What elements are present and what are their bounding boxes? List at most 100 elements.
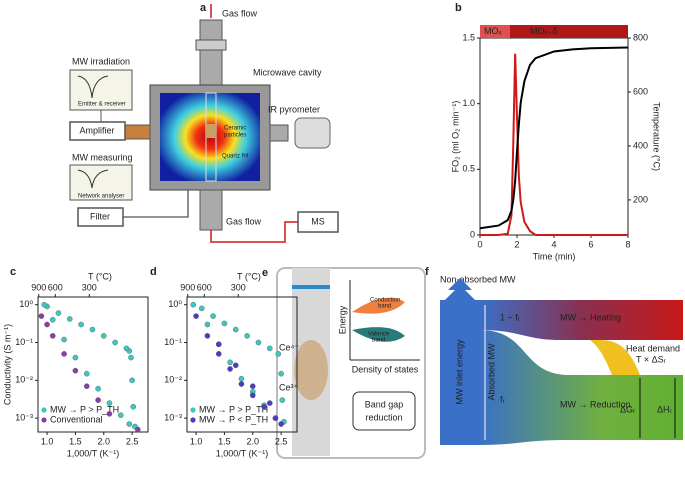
flow-heating [480, 300, 683, 340]
y-tick-label: 10⁻¹ [164, 337, 182, 347]
port [269, 124, 289, 142]
point [278, 421, 284, 427]
point [232, 326, 239, 333]
series-line [479, 46, 629, 230]
point [112, 339, 118, 346]
point [198, 305, 205, 312]
point [238, 375, 245, 382]
label: Heat demand [626, 343, 680, 353]
point [78, 321, 84, 328]
point [215, 351, 222, 357]
box [297, 211, 339, 233]
label: band [372, 338, 385, 344]
sample [294, 340, 328, 400]
legend-marker [41, 417, 47, 423]
point [126, 421, 133, 427]
label: Density of states [352, 364, 419, 374]
point [95, 385, 101, 392]
x2-axis-label: T (°C) [237, 271, 261, 281]
point [210, 313, 216, 319]
y-tick-label: 10⁰ [19, 299, 33, 309]
fitting [195, 39, 227, 51]
point [38, 313, 45, 319]
point [193, 313, 199, 319]
y2-axis-label: Temperature (°C) [652, 102, 662, 171]
point [221, 320, 228, 327]
header-cell [510, 25, 628, 38]
y-axis-label: Conductivity (S m⁻¹) [2, 324, 12, 405]
point [244, 333, 250, 339]
point [227, 359, 233, 366]
point [83, 383, 90, 389]
point [61, 336, 67, 343]
label: Microwave cavity [253, 67, 322, 77]
point [278, 370, 284, 377]
panel-e: e Ce⁴⁺ Ce³⁺ Energy Conduction band Valen… [262, 267, 426, 459]
label: reduction [365, 412, 402, 422]
point [61, 351, 67, 357]
plot-frame [37, 296, 149, 433]
label: Non-absorbed MW [440, 274, 516, 284]
y2-tick-label: 200 [633, 194, 648, 204]
header-cell [480, 25, 510, 38]
point [204, 333, 211, 339]
point [106, 411, 113, 417]
x-tick-label: 0 [477, 239, 482, 249]
x-tick-label: 1.5 [69, 436, 82, 446]
trace [77, 75, 109, 99]
point [49, 316, 56, 323]
y-tick-label: 10⁻¹ [15, 337, 33, 347]
x-tick-label: 2.0 [247, 436, 260, 446]
legend-marker [190, 407, 196, 413]
x-axis-label: 1,000/T (K⁻¹) [216, 448, 269, 458]
label: T × ΔSᵣ [636, 354, 666, 364]
flow-heat-demand [590, 340, 640, 375]
label: Filter [90, 211, 110, 221]
trace [77, 169, 109, 189]
y-tick-label: 1.0 [462, 98, 475, 108]
x-tick-label: 8 [625, 239, 630, 249]
x-tick-label: 1.5 [218, 436, 231, 446]
label: MW → Reduction [560, 399, 631, 409]
y-tick-label: 10⁻² [164, 375, 182, 385]
box [352, 391, 416, 431]
point [238, 381, 245, 387]
point [134, 426, 141, 433]
x-axis-label: Time (min) [533, 251, 576, 261]
waveguide [124, 124, 151, 140]
point [266, 400, 273, 406]
panel-a: a Gas flow Microwave cavity Ceramic part… [69, 2, 339, 243]
x-tick-label: 2.5 [275, 436, 288, 446]
point [129, 377, 135, 384]
x2-tick-label: 900 [180, 282, 195, 292]
point [275, 351, 282, 357]
tube [199, 189, 223, 231]
conduction-band [352, 297, 405, 314]
label: band [378, 304, 391, 310]
x-tick-label: 1.0 [190, 436, 203, 446]
point [232, 362, 239, 369]
instrument [69, 164, 133, 201]
point [261, 403, 267, 410]
legend-label: MW → P > P_TH [50, 404, 119, 414]
panel-f: f Non-absorbed MW MW inlet energy Absorb… [425, 266, 683, 445]
flow-reduction [480, 330, 683, 445]
label: ΔHᵣ [657, 404, 672, 414]
panel-label: e [262, 267, 268, 279]
label: Energy [337, 305, 347, 334]
wire [123, 190, 189, 218]
x2-axis-label: T (°C) [88, 271, 112, 281]
point [49, 333, 56, 339]
point [66, 316, 73, 322]
y-axis-label: FO₂ (ml O₂ min⁻¹) [450, 101, 460, 173]
gas-line [210, 221, 298, 243]
x2-tick-label: 600 [197, 282, 212, 292]
panel-label: b [455, 2, 462, 14]
label: Quartz frit [222, 154, 249, 160]
panel-label: a [200, 2, 207, 14]
legend-label: MW → P > P_TH [199, 404, 268, 414]
tube [199, 19, 223, 91]
valence-band [352, 327, 405, 342]
y2-tick-label: 600 [633, 86, 648, 96]
